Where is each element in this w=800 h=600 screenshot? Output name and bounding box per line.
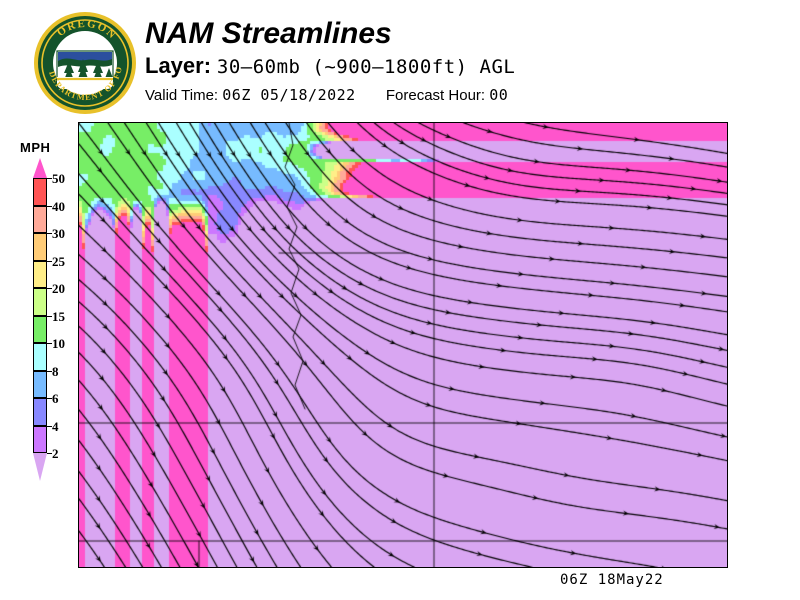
colorbar-tick-line	[47, 453, 52, 454]
colorbar-tick-line	[47, 178, 52, 179]
colorbar-tick-label: 4	[52, 418, 59, 434]
forecast-hour-group: Forecast Hour: 00	[385, 86, 509, 104]
colorbar-tick-label: 2	[52, 446, 59, 461]
colorbar-tick-label: 8	[52, 363, 59, 379]
colorbar-top-arrow	[33, 158, 47, 178]
colorbar-band	[33, 260, 47, 288]
valid-time-line: Valid Time: 06Z 05/18/2022 Forecast Hour…	[145, 84, 515, 107]
map-timestamp-stamp: 06Z 18May22	[560, 572, 664, 588]
colorbar-band	[33, 370, 47, 398]
weather-map[interactable]	[78, 122, 728, 568]
colorbar-tick-label: 15	[52, 308, 65, 324]
title-block: NAM Streamlines Layer: 30–60mb (~900–180…	[145, 18, 515, 107]
colorbar-tick-line	[47, 288, 52, 289]
colorbar-band	[33, 398, 47, 426]
colorbar-band	[33, 315, 47, 343]
header: OREGON DEPARTMENT OF FORESTRY NAM Stream…	[0, 0, 800, 120]
colorbar-tick-label: 10	[52, 336, 65, 351]
colorbar-band	[33, 233, 47, 261]
colorbar-legend: MPH 50 40 30 25 20 15 10 8 6 4 2	[8, 130, 76, 530]
valid-time-label: Valid Time:	[145, 87, 219, 104]
colorbar-tick-line	[47, 398, 52, 399]
colorbar-tick-label: 25	[52, 253, 65, 269]
colorbar-tick-label: 40	[52, 198, 65, 214]
colorbar-tick-line	[47, 260, 52, 262]
layer-line: Layer: 30–60mb (~900–1800ft) AGL	[145, 52, 515, 81]
colorbar-tick-line	[47, 315, 52, 317]
page-title: NAM Streamlines	[145, 17, 392, 50]
colorbar-band	[33, 205, 47, 233]
colorbar-tick-label: 30	[52, 226, 65, 241]
map-field-canvas[interactable]	[79, 123, 727, 567]
colorbar-tick-line	[47, 205, 52, 207]
colorbar-tick-label: 6	[52, 391, 59, 406]
colorbar-bottom-arrow	[33, 453, 47, 481]
colorbar-tick-label: 50	[52, 171, 65, 186]
colorbar-tick-line	[47, 370, 52, 372]
legend-units-label: MPH	[20, 140, 51, 155]
colorbar-band	[33, 425, 47, 453]
layer-label: Layer:	[145, 53, 212, 78]
colorbar-band	[33, 178, 47, 206]
colorbar-tick-label: 20	[52, 281, 65, 296]
colorbar-tick-line	[47, 425, 52, 427]
colorbar-tick-line	[47, 233, 52, 234]
forecast-hour-value: 00	[489, 86, 509, 104]
oregon-dept-forestry-logo: OREGON DEPARTMENT OF FORESTRY	[33, 11, 137, 115]
colorbar-tick-line	[47, 343, 52, 344]
colorbar-band	[33, 343, 47, 371]
forecast-hour-label: Forecast Hour:	[385, 87, 486, 104]
valid-time-value: 06Z 05/18/2022	[222, 86, 356, 104]
layer-value: 30–60mb (~900–1800ft) AGL	[216, 56, 516, 78]
colorbar-band	[33, 288, 47, 316]
